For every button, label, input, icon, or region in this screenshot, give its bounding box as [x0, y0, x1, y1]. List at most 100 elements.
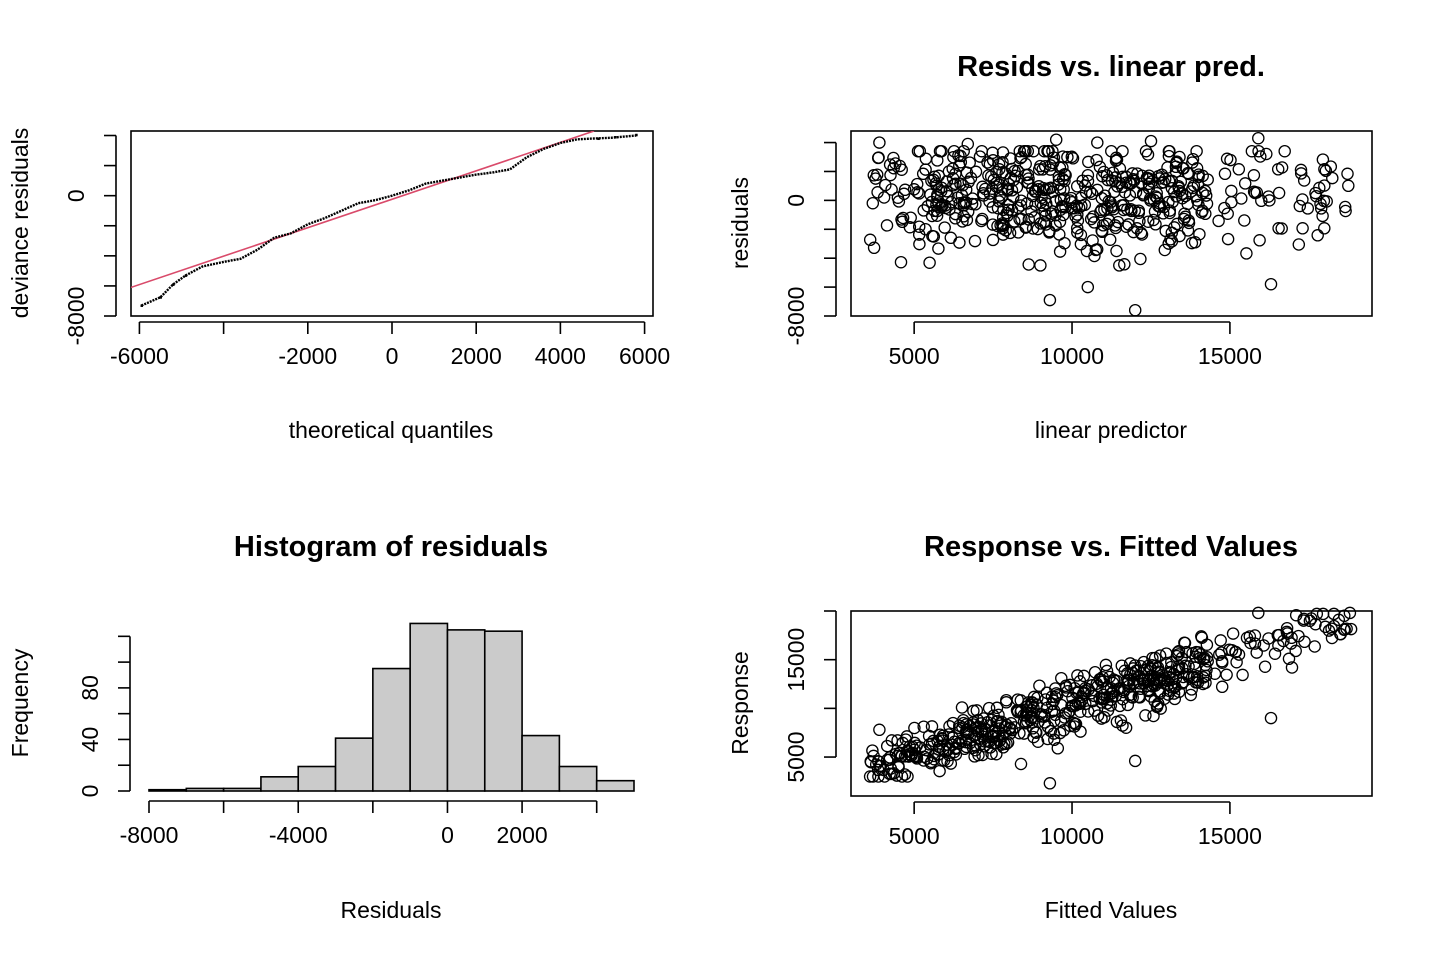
histogram-bar [222, 787, 262, 792]
residual-point [1094, 205, 1107, 219]
residual-point [1339, 204, 1352, 218]
response-point [1289, 644, 1302, 658]
response-point [863, 770, 877, 783]
residual-point [1182, 216, 1196, 230]
response-point [895, 770, 909, 783]
residual-point [1212, 214, 1225, 228]
response-point [960, 718, 973, 731]
response-vs-fitted-panel: Response vs. Fitted Values Fitted Values… [727, 531, 1373, 923]
residual-point [1168, 221, 1181, 234]
residual-point [947, 144, 961, 158]
response-point [941, 754, 954, 768]
residual-point [1070, 221, 1084, 235]
response-point [990, 701, 1004, 715]
residual-point [1254, 150, 1267, 163]
residual-point [1057, 192, 1071, 205]
residual-point [1052, 170, 1066, 183]
response-point [1316, 607, 1330, 621]
residual-point [1238, 214, 1251, 227]
y-tick-label: 40 [77, 727, 103, 753]
residual-point [954, 177, 967, 191]
residual-point [1141, 148, 1155, 161]
response-point [955, 734, 968, 748]
residual-point [1106, 166, 1120, 179]
response-point [1215, 680, 1229, 694]
residual-point [1147, 213, 1160, 227]
residual-point [1184, 185, 1198, 198]
response-point [1325, 631, 1339, 645]
response-point [1107, 684, 1120, 698]
y-tick-label: 15000 [783, 628, 809, 692]
residual-point [1181, 224, 1195, 237]
residual-point [983, 157, 997, 171]
residual-point [1127, 174, 1141, 188]
residual-point [1076, 174, 1089, 187]
residual-point [1162, 144, 1176, 158]
response-point [1071, 669, 1084, 682]
residual-point [996, 146, 1010, 159]
residual-outlier-point [1043, 293, 1057, 307]
x-tick-label: -8000 [120, 822, 179, 848]
residual-point [1028, 185, 1042, 198]
response-outlier-point [1128, 754, 1142, 768]
residual-point [1192, 198, 1205, 212]
response-point [1232, 648, 1246, 661]
response-point [1076, 687, 1090, 700]
response-point [1051, 742, 1065, 755]
residual-point [1001, 198, 1015, 212]
response-point [1230, 655, 1243, 669]
x-tick-label: 2000 [496, 822, 547, 848]
response-point [1244, 636, 1257, 650]
response-point [1308, 640, 1321, 653]
residual-point [960, 213, 974, 227]
histogram-title: Histogram of residuals [234, 531, 548, 563]
residual-point [1052, 173, 1066, 187]
response-point [1104, 699, 1118, 712]
residual-point [923, 256, 936, 269]
residual-point [1199, 189, 1213, 202]
response-point [968, 750, 981, 763]
residual-point [1247, 169, 1261, 182]
response-point [1150, 666, 1164, 680]
residual-point [986, 233, 1000, 247]
response-point [1150, 700, 1164, 714]
residual-point [883, 158, 897, 171]
response-point [898, 768, 912, 781]
residual-point [1187, 179, 1201, 192]
residual-point [1120, 220, 1133, 233]
response-point [1151, 661, 1165, 674]
response-point [1322, 624, 1336, 637]
response-point [1325, 622, 1338, 635]
response-point [1062, 706, 1075, 720]
residual-point [1248, 186, 1262, 200]
response-point [1268, 647, 1282, 660]
response-point [1148, 694, 1161, 708]
residual-point [1262, 190, 1275, 203]
response-point [1185, 683, 1198, 696]
residual-point [912, 220, 926, 233]
response-point [985, 747, 998, 760]
residual-point [1132, 204, 1146, 217]
response-point [1139, 709, 1152, 722]
residual-point [894, 255, 908, 269]
response-point [925, 737, 939, 751]
response-point [1344, 622, 1358, 636]
residual-outlier-point [1264, 277, 1278, 291]
x-tick-label: -2000 [278, 343, 337, 369]
residual-point [1119, 170, 1133, 184]
residual-point [930, 179, 943, 192]
residual-point [954, 149, 967, 163]
response-point [894, 749, 908, 763]
residual-point [863, 233, 877, 247]
response-point [908, 721, 921, 735]
residual-point [1065, 191, 1078, 205]
response-point [1147, 709, 1160, 723]
residual-point [1170, 217, 1184, 231]
residual-point [1014, 194, 1028, 207]
response-plot-title: Response vs. Fitted Values [924, 531, 1298, 563]
response-point [1250, 646, 1263, 659]
resids-plot-x-label: linear predictor [1035, 417, 1187, 443]
residual-point [1061, 150, 1074, 164]
residual-point [911, 186, 924, 199]
residual-point [1133, 214, 1146, 228]
